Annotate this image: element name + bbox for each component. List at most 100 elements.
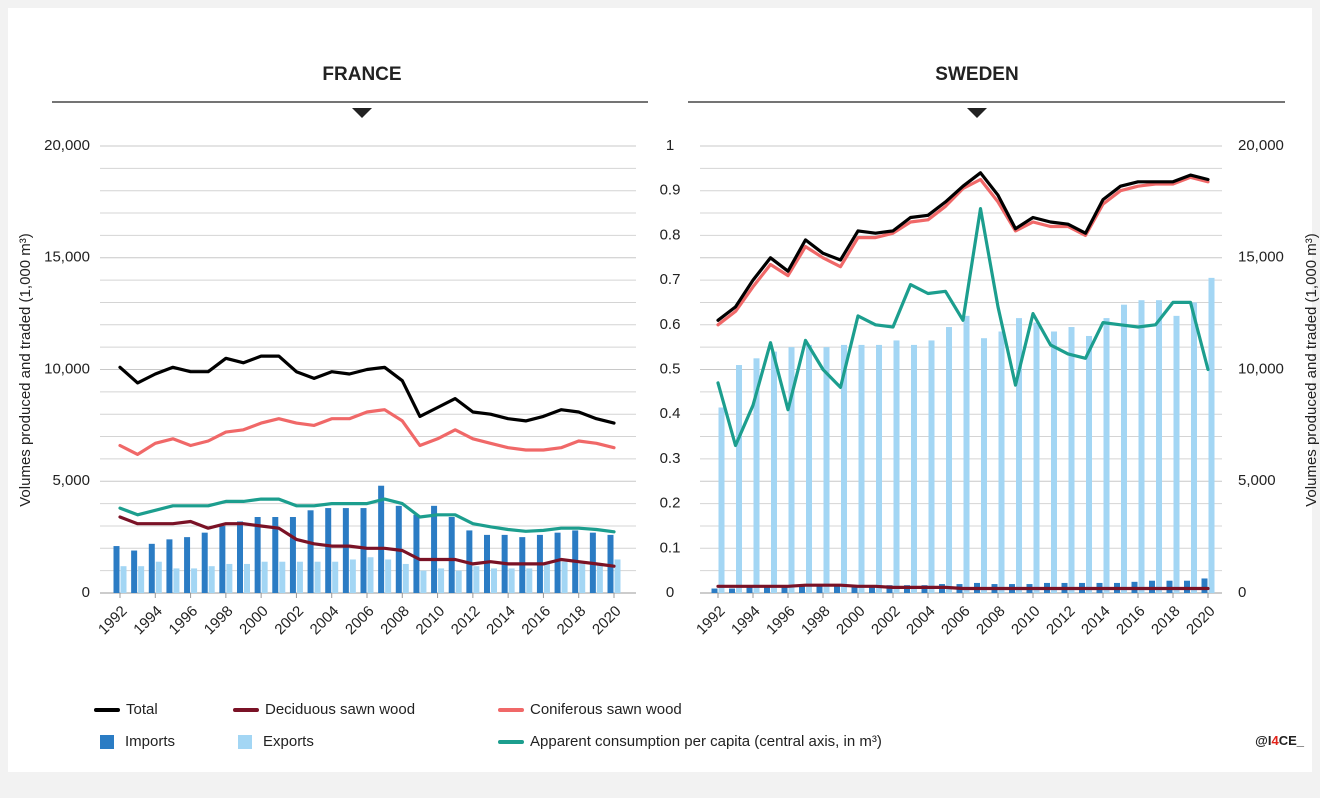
- y-tick-label: 0: [82, 584, 90, 601]
- bar: [307, 510, 314, 593]
- y2-tick-label: 0: [666, 584, 674, 601]
- bar: [296, 561, 303, 593]
- bar: [226, 563, 233, 593]
- bar: [614, 559, 621, 593]
- line-series: [118, 408, 616, 456]
- bar: [332, 561, 339, 593]
- bar: [166, 539, 173, 593]
- bar: [554, 532, 561, 593]
- y-axis-title: Volumes produced and traded (1,000 m³): [17, 233, 34, 507]
- y-tick-label: 10,000: [1238, 360, 1284, 377]
- y2-tick-label: 0.6: [660, 316, 681, 333]
- bar: [349, 559, 356, 593]
- line-series: [118, 497, 616, 534]
- bar: [998, 331, 1005, 593]
- bar: [155, 561, 162, 593]
- bar: [473, 566, 480, 593]
- credit-part: CE_: [1279, 733, 1305, 748]
- bar: [1121, 304, 1127, 593]
- bar: [244, 563, 250, 593]
- bar: [963, 315, 970, 593]
- bar: [261, 561, 268, 593]
- bar: [1191, 302, 1197, 593]
- title-arrow: [967, 108, 987, 118]
- y-tick-label: 20,000: [44, 137, 90, 154]
- bar: [131, 550, 138, 593]
- bar: [886, 585, 893, 593]
- bar: [823, 347, 830, 593]
- bar: [148, 543, 155, 593]
- bar: [448, 517, 455, 593]
- credit: @I4CE_: [1255, 733, 1305, 748]
- bar: [1138, 300, 1145, 593]
- bar: [120, 566, 127, 593]
- bar: [1033, 322, 1040, 593]
- bar: [325, 508, 332, 593]
- legend-label: Apparent consumption per capita (central…: [530, 733, 882, 750]
- chart-title: SWEDEN: [935, 64, 1018, 85]
- bar: [420, 570, 427, 593]
- bar: [816, 586, 823, 593]
- bar: [579, 561, 586, 593]
- bar: [385, 559, 392, 593]
- bar: [1016, 318, 1022, 593]
- bar: [184, 537, 191, 593]
- bar: [402, 563, 409, 593]
- bar: [921, 585, 928, 593]
- bar: [718, 407, 725, 593]
- bar: [1201, 578, 1208, 593]
- legend-swatch: [100, 735, 114, 749]
- bar: [788, 347, 795, 593]
- y2-tick-label: 0.4: [660, 405, 681, 422]
- legend-swatch: [238, 735, 252, 749]
- bar: [781, 587, 788, 593]
- bar: [729, 588, 735, 593]
- bar: [1149, 580, 1155, 593]
- bar: [508, 568, 515, 593]
- bar: [289, 517, 296, 593]
- bar: [431, 505, 438, 593]
- bar: [771, 351, 777, 593]
- line-series: [118, 515, 616, 568]
- bar: [219, 525, 226, 593]
- bar: [272, 517, 279, 593]
- bar: [455, 570, 462, 593]
- credit-part: @I: [1255, 733, 1271, 748]
- y-tick-label: 20,000: [1238, 137, 1284, 154]
- y-tick-label: 15,000: [44, 249, 90, 266]
- y-tick-label: 15,000: [1238, 249, 1284, 266]
- bar: [342, 508, 349, 593]
- bar: [841, 344, 847, 593]
- legend-label: Deciduous sawn wood: [265, 701, 415, 718]
- bar: [876, 344, 882, 593]
- y-tick-label: 5,000: [1238, 472, 1276, 489]
- bar: [1173, 315, 1180, 593]
- bar: [1166, 580, 1173, 593]
- bar: [1068, 327, 1075, 593]
- bar: [711, 588, 718, 593]
- bar: [753, 358, 760, 593]
- y-tick-label: 5,000: [52, 472, 90, 489]
- bar: [378, 485, 385, 593]
- bar: [928, 340, 935, 593]
- bar: [904, 585, 910, 593]
- bar: [858, 344, 865, 593]
- y-tick-label: 10,000: [44, 360, 90, 377]
- bar: [491, 568, 497, 593]
- bar: [543, 563, 550, 593]
- bar: [113, 546, 120, 593]
- bar: [1156, 300, 1162, 593]
- bar: [607, 534, 614, 593]
- bar: [981, 338, 987, 593]
- bar: [484, 534, 490, 593]
- line-series: [716, 207, 1210, 448]
- bar: [208, 566, 215, 593]
- y-axis-title: Volumes produced and traded (1,000 m³): [1303, 233, 1320, 507]
- credit-part: 4: [1271, 733, 1279, 748]
- bar: [367, 557, 374, 593]
- legend-label: Coniferous sawn wood: [530, 701, 682, 718]
- bar: [254, 517, 261, 593]
- line-series: [716, 583, 1210, 591]
- bar: [1086, 335, 1092, 593]
